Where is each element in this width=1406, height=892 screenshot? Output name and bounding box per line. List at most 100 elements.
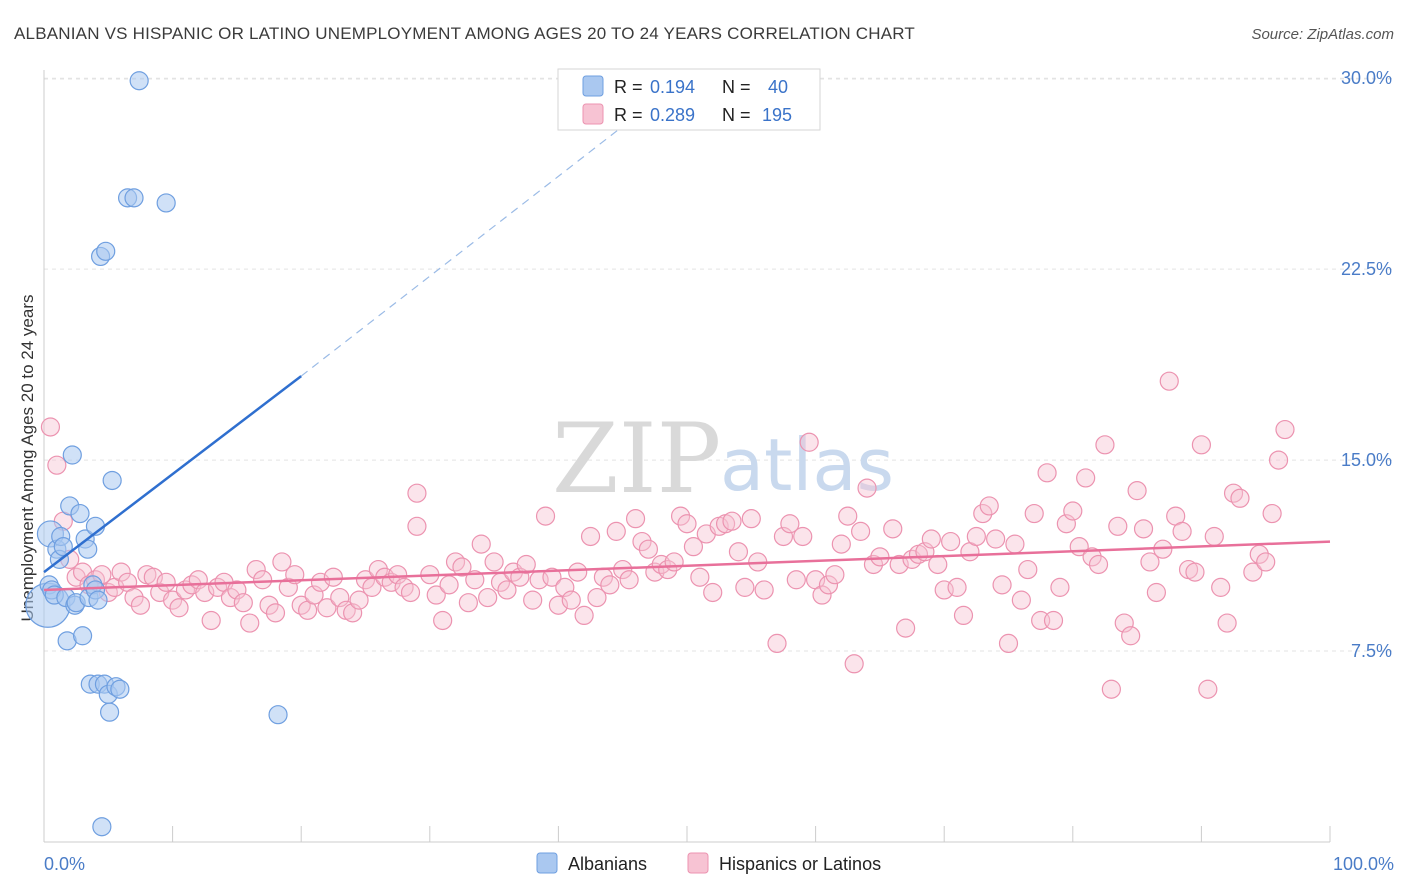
legend-n-value-1: 40 (768, 77, 788, 97)
hispanic-point (40, 417, 61, 437)
hispanic-point (265, 603, 286, 623)
hispanic-point (677, 514, 697, 534)
albanian-point (70, 503, 90, 524)
hispanic-point (1204, 526, 1224, 547)
hispanic-point (1082, 547, 1102, 567)
hispanic-point (1063, 501, 1083, 521)
hispanic-point (548, 595, 569, 615)
hispanic-point (1217, 613, 1237, 633)
hispanic-point (310, 572, 331, 592)
hispanic-point (966, 526, 986, 547)
hispanic-point (1011, 590, 1031, 610)
hispanic-point (1159, 371, 1179, 391)
albanian-point (268, 705, 288, 725)
legend-bottom-label-albanians: Albanians (568, 854, 647, 874)
albanian-point (62, 445, 82, 465)
hispanic-point (1146, 582, 1166, 603)
albanian-point (96, 241, 116, 261)
hispanic-point (1198, 679, 1218, 699)
hispanic-point (259, 595, 279, 615)
hispanic-point (1211, 577, 1231, 597)
albanian-point (88, 590, 108, 610)
hispanic-point (619, 570, 639, 590)
x-tick-label-min: 0.0% (44, 854, 85, 874)
albanian-point (99, 702, 120, 722)
albanian-trend-line (43, 375, 302, 574)
hispanic-point (433, 610, 453, 631)
chart-title: ALBANIAN VS HISPANIC OR LATINO UNEMPLOYM… (14, 24, 915, 43)
hispanic-point (1005, 534, 1025, 554)
hispanic-point (323, 567, 343, 587)
legend-n-value-2: 195 (762, 105, 792, 125)
hispanic-point (793, 526, 813, 547)
hispanic-point (870, 547, 890, 567)
hispanic-point (1275, 419, 1295, 440)
hispanic-point (786, 570, 806, 590)
hispanic-point (1108, 516, 1128, 536)
hispanic-point (445, 552, 466, 572)
legend-r-value-1: 0.194 (650, 77, 695, 97)
hispanic-point (439, 575, 459, 595)
hispanic-point (478, 587, 498, 608)
chart-source: Source: ZipAtlas.com (1251, 26, 1394, 43)
hispanic-point (1262, 503, 1282, 524)
legend-bottom-swatch-hispanics (687, 852, 709, 874)
hispanic-point (1185, 562, 1205, 582)
hispanic-point (632, 531, 652, 552)
hispanic-point (1037, 463, 1057, 483)
albanian-point (102, 470, 122, 491)
hispanic-point (407, 516, 427, 536)
hispanic-point (735, 577, 755, 597)
hispanic-point (587, 587, 607, 608)
hispanic-trend-line (43, 540, 1331, 592)
hispanic-point (625, 509, 646, 529)
hispanic-point (233, 593, 253, 613)
trend-lines (43, 115, 1331, 592)
hispanic-point (1127, 481, 1147, 501)
albanian-point (124, 188, 144, 208)
hispanic-point (1076, 468, 1096, 488)
watermark-atlas: atlas (720, 423, 894, 507)
hispanic-point (465, 570, 485, 590)
albanian-points (25, 71, 288, 837)
hispanic-point (1191, 435, 1212, 455)
hispanic-point (1243, 562, 1263, 582)
hispanic-point (1256, 552, 1276, 572)
hispanic-point (812, 585, 832, 605)
legend-bottom-swatch-albanians (536, 852, 558, 874)
hispanic-point (600, 575, 620, 595)
hispanic-point (1172, 521, 1192, 541)
hispanic-point (246, 559, 266, 580)
y-tick-label: 15.0% (1341, 450, 1392, 470)
hispanic-point (156, 572, 176, 592)
hispanic-point (124, 587, 144, 608)
hispanic-point (851, 521, 871, 541)
hispanic-point (947, 577, 967, 597)
hispanic-point (780, 514, 800, 534)
hispanic-point (1223, 483, 1244, 503)
albanian-point (129, 71, 149, 91)
hispanic-point (844, 654, 864, 674)
hispanic-point (542, 567, 562, 587)
hispanic-point (722, 511, 742, 531)
hispanic-point (1101, 679, 1121, 699)
hispanic-point (606, 521, 626, 541)
hispanic-point (818, 575, 839, 595)
hispanic-point (973, 503, 993, 524)
hispanic-point (1140, 552, 1160, 572)
hispanic-point (683, 537, 704, 557)
hispanic-point (728, 542, 749, 562)
albanian-point (156, 193, 176, 213)
hispanic-point (896, 618, 916, 638)
legend-r-label-1: R = (614, 77, 643, 97)
hispanic-point (253, 570, 273, 590)
hispanic-point (986, 529, 1006, 549)
hispanic-point (883, 519, 903, 539)
hispanic-point (394, 577, 414, 597)
hispanic-point (741, 509, 761, 529)
hispanic-point (452, 557, 472, 577)
hispanic-point (1088, 554, 1109, 575)
hispanic-point (857, 478, 877, 498)
y-tick-label: 30.0% (1341, 68, 1392, 88)
hispanic-point (664, 552, 684, 572)
